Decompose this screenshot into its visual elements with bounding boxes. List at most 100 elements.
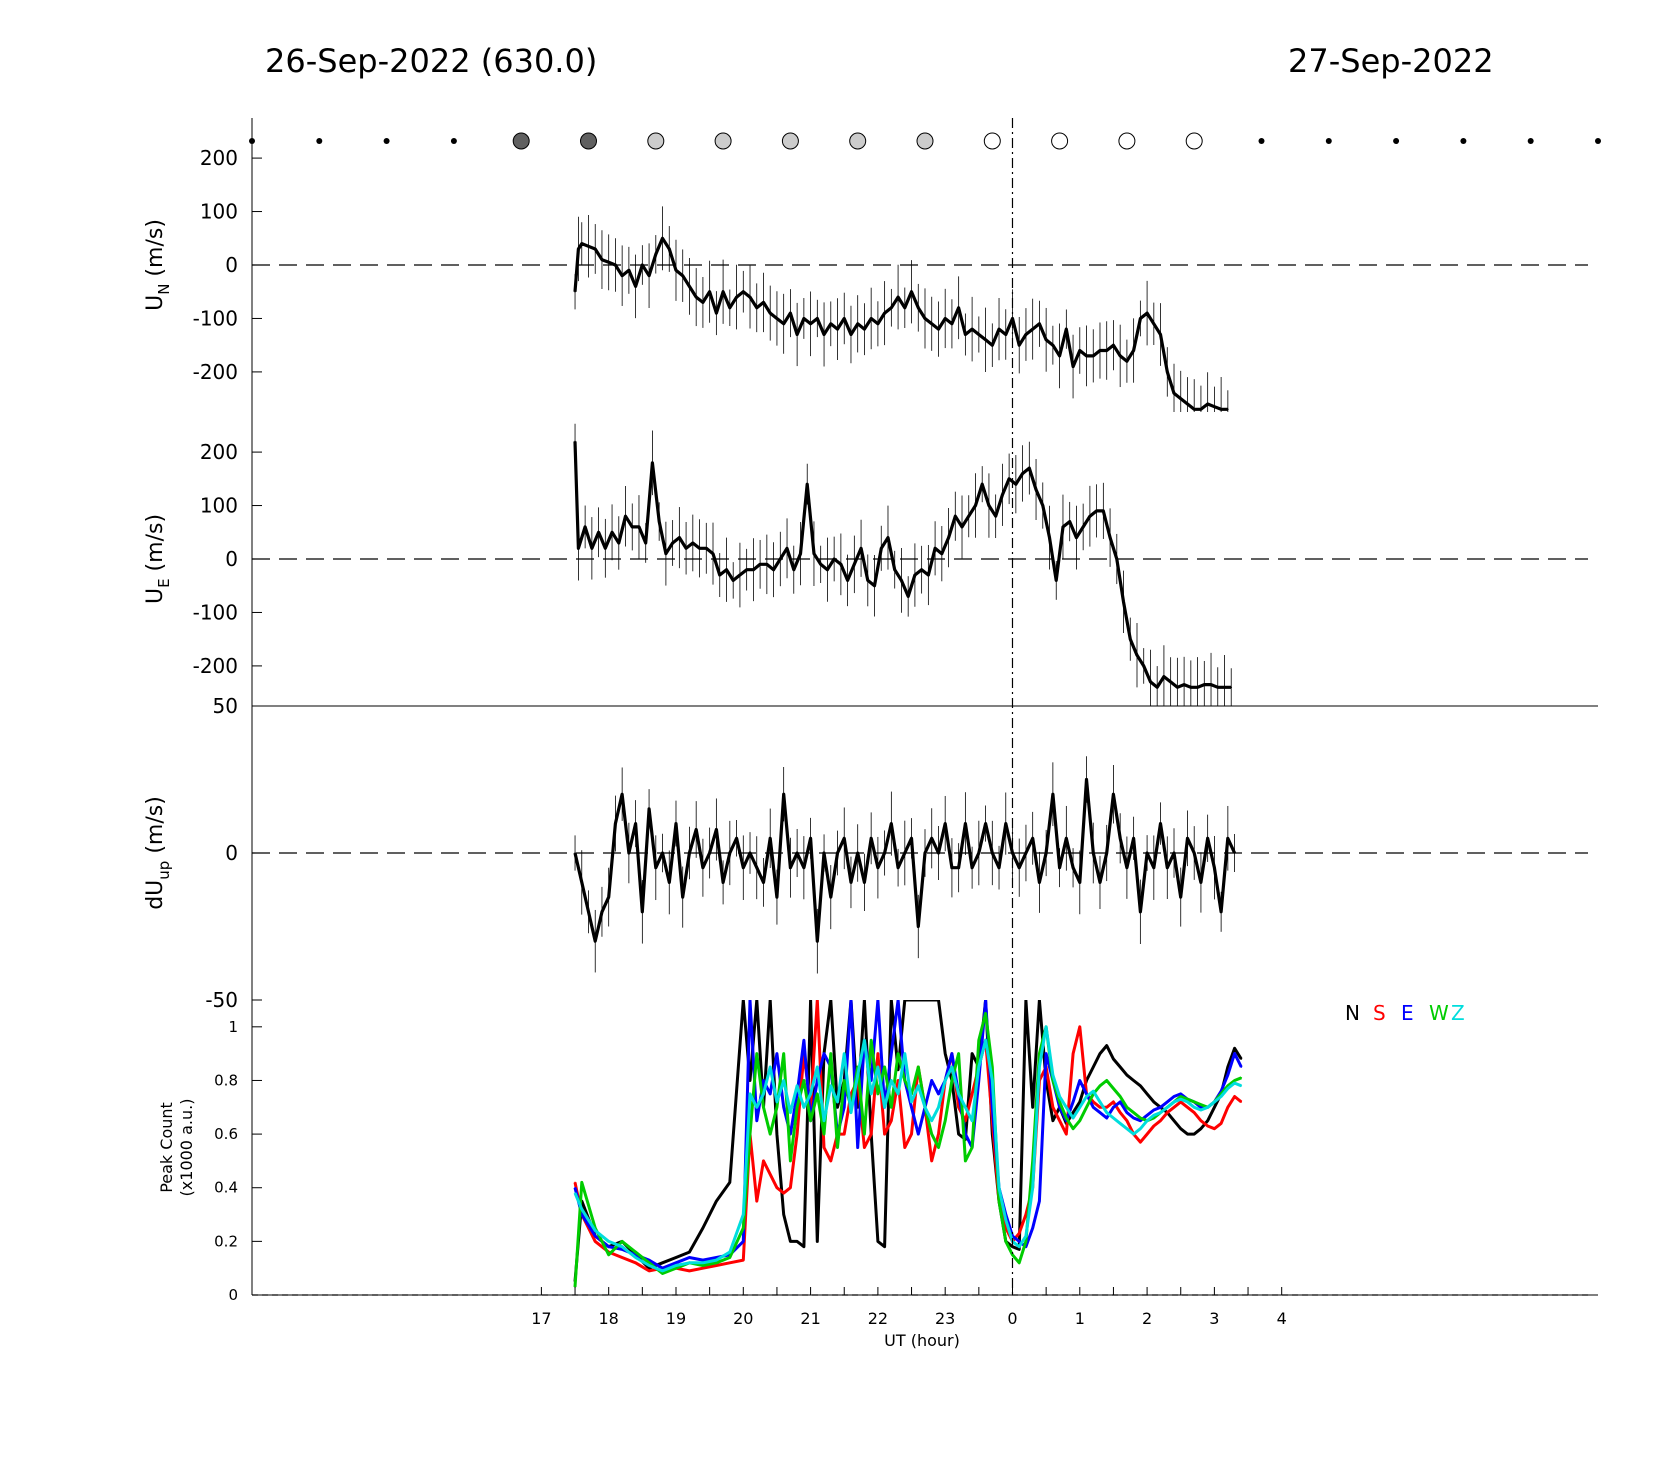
data-point [789, 1111, 792, 1114]
data-point [1082, 526, 1084, 528]
x-tick-label: 23 [935, 1309, 955, 1328]
data-point [1159, 822, 1162, 825]
data-point [994, 515, 997, 518]
y-tick-label: 1 [228, 1018, 238, 1036]
data-point [624, 515, 627, 518]
data-point [621, 274, 623, 277]
data-point [1196, 686, 1199, 689]
data-point [796, 1085, 798, 1087]
data-point [1139, 1119, 1142, 1122]
data-point [574, 1181, 576, 1184]
data-point [604, 547, 607, 550]
data-point [890, 1052, 893, 1055]
data-point [816, 317, 819, 320]
data-point [1200, 408, 1202, 411]
data-point [1220, 1122, 1222, 1125]
data-point [1018, 1245, 1021, 1248]
x-tick-label: 19 [666, 1309, 686, 1328]
data-point [863, 881, 866, 884]
data-point [661, 1262, 664, 1264]
data-point [1206, 837, 1209, 840]
data-point [971, 1146, 973, 1149]
data-point [601, 911, 603, 913]
data-point [1038, 323, 1041, 325]
data-point [961, 526, 963, 528]
y-axis-label: Peak Count [157, 1102, 176, 1193]
data-point [1065, 1133, 1068, 1135]
data-point [951, 1066, 953, 1068]
data-point [1058, 355, 1061, 357]
legend-entry-Z: Z [1451, 1001, 1465, 1025]
data-point [924, 852, 926, 854]
data-point [883, 312, 886, 314]
data-point [715, 1264, 718, 1267]
data-point [978, 333, 980, 336]
data-point [870, 1133, 872, 1135]
data-point [782, 1106, 785, 1109]
data-point [883, 852, 886, 854]
data-point [1132, 1133, 1135, 1135]
data-point [1085, 1093, 1088, 1095]
data-point [755, 1119, 758, 1122]
data-point [648, 1270, 650, 1272]
data-point [715, 1200, 718, 1202]
data-point [1179, 1101, 1182, 1103]
data-point [998, 1186, 1000, 1189]
data-point [1058, 1095, 1061, 1098]
data-point [776, 1052, 778, 1055]
data-point [1159, 1119, 1162, 1122]
y-tick-label: 0.6 [214, 1125, 238, 1143]
data-point [675, 269, 677, 272]
data-point [661, 1270, 664, 1272]
data-point [1018, 1248, 1021, 1251]
data-point [1240, 1058, 1243, 1060]
data-point [1153, 866, 1155, 869]
data-point [863, 328, 866, 330]
data-point [1163, 675, 1165, 678]
data-point [1055, 579, 1058, 582]
data-point [978, 852, 980, 854]
sky-marker-open [983, 132, 1001, 150]
data-point [1119, 1111, 1121, 1114]
sky-marker-dark [512, 132, 530, 150]
x-tick-label: 0 [1007, 1309, 1017, 1328]
data-point [1099, 881, 1101, 884]
data-point [1119, 1066, 1121, 1068]
data-point [641, 911, 644, 913]
data-point [789, 1160, 792, 1162]
data-point [1200, 1119, 1202, 1122]
data-point [1025, 1240, 1027, 1243]
panel-UN: 200 100 0 -100 -200 UN (m/s) [143, 118, 1588, 412]
sky-marker-dot [1325, 138, 1332, 144]
data-point [580, 1208, 583, 1210]
data-point [1139, 911, 1142, 913]
data-point [580, 881, 583, 884]
data-point [796, 333, 798, 336]
series-group [573, 756, 1237, 974]
data-point [930, 1079, 933, 1082]
data-point [769, 1173, 772, 1176]
data-point [836, 852, 839, 854]
sky-marker-dark [580, 132, 597, 150]
data-point [846, 579, 849, 582]
data-point [988, 504, 990, 507]
data-point [883, 1133, 886, 1135]
data-point [1105, 852, 1108, 854]
data-point [890, 1119, 893, 1122]
data-point [594, 940, 597, 942]
data-point [1119, 1122, 1121, 1125]
data-point [574, 290, 576, 293]
x-tick-label: 18 [599, 1309, 619, 1328]
data-point [782, 1079, 785, 1082]
x-axis: 17 18 19 20 21 22 23 0 1 2 3 4UT (hour) [531, 1287, 1287, 1350]
data-point [927, 574, 930, 576]
data-point [634, 285, 637, 288]
data-point [1112, 344, 1115, 346]
data-point [904, 1079, 906, 1082]
data-point [1004, 822, 1007, 825]
data-point [1018, 1232, 1021, 1235]
data-point [1018, 866, 1021, 869]
data-point [1227, 408, 1229, 411]
data-point [648, 1262, 650, 1264]
data-point [870, 317, 872, 320]
